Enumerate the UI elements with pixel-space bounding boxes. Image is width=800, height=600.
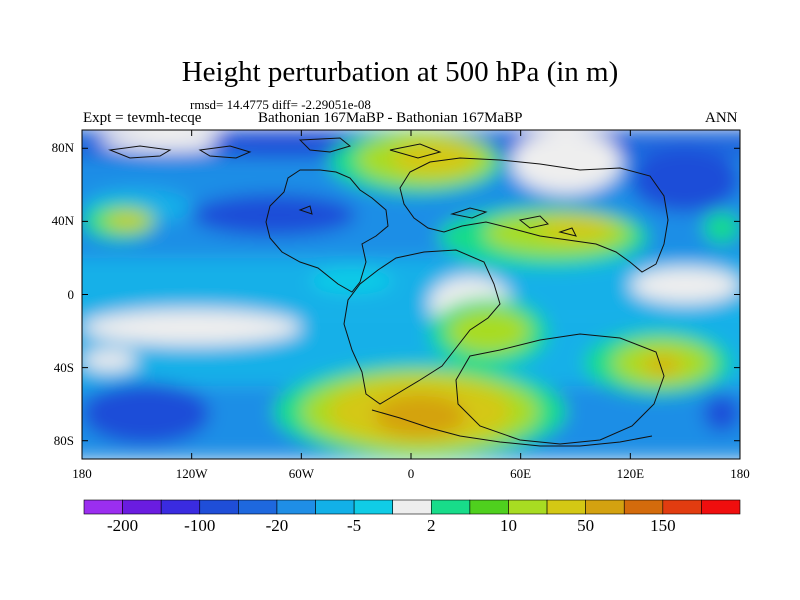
region-dark-south-east [703,395,740,432]
region-cyan-atlantic [310,267,393,295]
y-tick-label: 80S [53,432,74,448]
axis-ticks [81,130,741,459]
colorbar-label: -100 [184,516,216,535]
coastline-gondwana-east [455,333,665,445]
region-gold-asia [538,217,613,240]
colorbar-label: 2 [427,516,436,535]
region-white-far-east-tropic [630,267,740,304]
x-tick-label: 120E [616,466,645,481]
region-white-south-west [82,349,137,372]
coastline-north-america [265,169,389,293]
colorbar-label: -20 [265,516,289,535]
season-label: ANN [705,110,738,126]
rmsd-stats: rmsd= 14.4775 diff= -2.29051e-08 [190,97,371,112]
region-dark-pacific-ne [630,148,740,213]
coastline-antarctic [371,409,653,447]
region-orange-antarctic [374,395,466,438]
region-gold-west-mid [109,214,146,227]
region-white-north-east [511,130,622,194]
coastline-gondwana-west [343,249,501,405]
region-green-east-edge [703,212,740,244]
contour-fill [82,130,740,459]
coastline-arctic-islands [108,137,442,159]
colorbar-label: 50 [577,516,595,535]
x-tick-label: 180 [730,466,750,481]
region-band-tropics [82,257,740,317]
plot-subtitle: Bathonian 167MaBP - Bathonian 167MaBP [258,110,523,126]
y-tick-label: 40S [53,359,74,375]
coastline-islands [298,205,577,237]
colorbar-label: 150 [650,516,676,535]
region-white-pacific-sw [82,309,302,346]
region-lime-south-atlantic [447,309,530,353]
region-orange-indian-south [648,360,677,372]
x-tick-label: 120W [175,466,208,481]
colorbar-label: -200 [106,516,139,535]
x-tick-label: 0 [407,466,415,481]
coastline-eurasia [399,157,669,273]
plot-title: Height perturbation at 500 hPa (in m) [181,56,619,88]
x-tick-label: 60E [510,466,532,481]
experiment-label: Expt = tevmh-tecqe [83,110,202,126]
region-dark-arctic [209,130,357,156]
x-tick-label: 180 [72,466,92,481]
region-dark-north-america [191,193,357,237]
region-dark-south-west [82,382,210,445]
x-tick-label: 60W [288,466,314,481]
coastlines [108,137,669,447]
y-tick-label: 80N [51,140,74,156]
y-tick-label: 0 [67,286,75,302]
y-tick-label: 40N [51,213,74,229]
colorbar-label: -5 [347,516,362,535]
region-gold-siberia [392,140,475,176]
colorbar-label: 10 [499,516,517,535]
